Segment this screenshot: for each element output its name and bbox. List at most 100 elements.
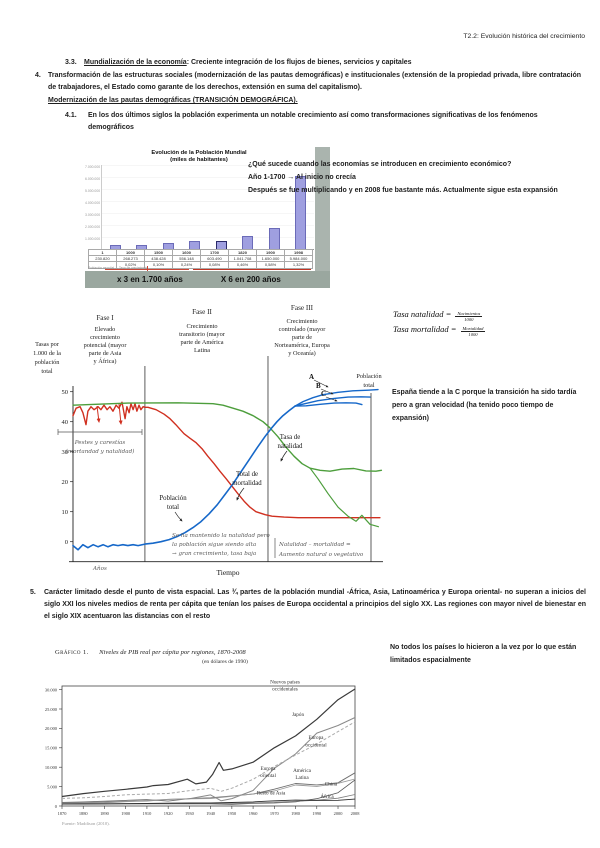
gdp-label-rest-of-asia: Resto de Asia — [257, 791, 286, 797]
transition-y-axis-label: población — [35, 359, 61, 366]
gdp-label-new-western: occidentales — [272, 687, 298, 693]
gdp-label-western-europe: Europa — [309, 735, 325, 741]
population-bar-column — [157, 165, 179, 249]
population-chart-title: Evolución de la Población Mundial (miles… — [85, 150, 313, 164]
natality-formula-lhs: Tasa natalidad = — [393, 309, 452, 319]
transition-y-axis-label: 1.000 de la — [33, 350, 61, 357]
phase-2-title: Fase II — [192, 308, 212, 316]
phase-3-desc: y Oceanía) — [288, 350, 315, 357]
gdp-plot-lines: 0 5.000 10.000 15.000 20.000 25.000 30.000 1870… — [45, 687, 360, 816]
phase-3-desc: Norteamérica, Europa — [274, 342, 330, 349]
svg-text:1930: 1930 — [185, 811, 195, 816]
phase-1-desc: parte de Asia — [89, 350, 122, 357]
svg-text:1980: 1980 — [291, 811, 301, 816]
outline-item-41-text: En los dos últimos siglos la población e… — [88, 112, 538, 131]
outline-item-4-body: Transformación de las estructuras social… — [48, 70, 581, 107]
svg-text:1960: 1960 — [249, 811, 259, 816]
growth-note-line-2: Año 1-1700 → Al inicio no crecía — [248, 174, 356, 181]
gdp-label-western-europe: occidental — [305, 743, 327, 749]
gdp-label-africa: África — [320, 792, 334, 800]
branch-b-label: B — [316, 382, 321, 390]
population-label-arrow — [174, 511, 183, 522]
population-right-axis-label: total — [363, 382, 374, 389]
population-table-cell: 0,08% — [200, 261, 229, 269]
population-y-tick: 2.000.000 — [85, 225, 101, 229]
outline-item-4: 4. Transformación de las estructuras soc… — [35, 70, 581, 107]
gdp-label-eastern-europe: oriental — [260, 773, 276, 779]
population-curve-label: total — [167, 504, 179, 511]
population-table: 1 1000 1500 1600 1700 1820 1900 1998 230.820 268.… — [88, 248, 313, 269]
natality-formula: Tasa natalidad = Nacimientos 1000 — [393, 309, 483, 322]
gdp-source-note: Fuente: Maddison (2010). — [62, 821, 110, 826]
svg-text:1910: 1910 — [143, 811, 153, 816]
population-chart-subtitle: (miles de habitantes) — [170, 157, 228, 163]
population-y-axis: 7.000.000 6.000.000 5.000.000 4.000.000 3.00… — [85, 161, 100, 245]
mortality-formula-numerator: Mortalidad — [460, 326, 486, 332]
svg-text:0: 0 — [65, 539, 68, 546]
outline-item-5-number: 5. — [30, 589, 36, 596]
demographic-transition-diagram: 50 40 30 20 10 0 Fase I Elevado crecimiento p… — [33, 304, 383, 577]
mortality-curve-label: mortalidad — [232, 480, 262, 487]
hand-note-crises: (mortandad y natalidad) — [66, 448, 135, 455]
natality-curve-label: Tasa de — [280, 434, 300, 441]
population-bar — [215, 240, 227, 249]
mortality-formula: Tasa mortalidad = Mortalidad 1000 — [393, 324, 486, 337]
svg-text:30: 30 — [62, 449, 69, 456]
population-bar-column — [290, 165, 312, 249]
population-bar-column — [210, 165, 232, 249]
population-bar — [136, 244, 148, 249]
gdp-plot-frame — [61, 685, 356, 807]
hand-bracket — [57, 429, 143, 435]
outline-item-33: 3.3. Mundialización de la economía: Crec… — [65, 57, 580, 69]
phase-3-desc: parte de — [292, 334, 312, 341]
gdp-label-latin-america: Latina — [295, 775, 309, 781]
branch-c-arrow — [325, 396, 338, 402]
mortality-label-arrow — [236, 487, 245, 501]
svg-text:20: 20 — [62, 479, 69, 486]
natality-formula-denominator: 1000 — [464, 317, 474, 322]
gdp-label-china: China — [325, 782, 338, 788]
demographic-transition-subheading: Modernización de las pautas demográficas… — [48, 97, 298, 105]
outline-item-41: 4.1. En los dos últimos siglos la poblac… — [65, 110, 580, 134]
population-bar — [189, 241, 201, 249]
branch-a-arrow — [313, 379, 329, 388]
natality-curve-label: natalidad — [278, 443, 304, 450]
svg-text:1950: 1950 — [227, 811, 237, 816]
phase-1-desc: crecimiento — [90, 334, 120, 341]
population-table-cell: 0,24% — [172, 261, 201, 269]
hand-note-natality: Se ha mantenido la natalidad pero — [172, 533, 270, 539]
gdp-label-eastern-europe: Europa — [261, 766, 277, 772]
transition-x-axis-label: Tiempo — [216, 568, 239, 577]
growth-note-line-1: ¿Qué sucede cuando las economías se intr… — [248, 161, 512, 168]
outline-item-5-text: Carácter limitado desde el punto de vist… — [44, 589, 586, 620]
phase-2-desc: Latina — [194, 347, 210, 354]
growth-question-note: ¿Qué sucede cuando las economías se intr… — [248, 158, 596, 197]
gdp-caption-title: Niveles de PIB real per cápita por regio… — [99, 649, 246, 656]
phase-1-desc: Elevado — [95, 326, 116, 333]
population-bar-column — [104, 165, 126, 249]
mortality-formula-denominator: 1000 — [468, 332, 478, 337]
svg-text:10.000: 10.000 — [45, 765, 58, 770]
svg-text:1900: 1900 — [121, 811, 131, 816]
population-bar-column — [263, 165, 285, 249]
svg-text:2000: 2000 — [334, 811, 344, 816]
gdp-label-latin-america: América — [293, 768, 312, 774]
spain-transition-note: España tiende a la C porque la transició… — [392, 389, 577, 422]
outline-item-4-text: Transformación de las estructuras social… — [48, 72, 581, 91]
population-curve-label: Población — [159, 495, 187, 502]
svg-text:10: 10 — [62, 509, 69, 516]
outline-item-33-text: Mundialización de la economía: Creciente… — [84, 57, 412, 69]
population-figure-side-band — [315, 147, 330, 288]
population-bar-column — [237, 165, 259, 249]
transition-y-axis-label: Tasas por — [35, 341, 60, 348]
page-header-title: T2.2: Evolución histórica del crecimient… — [463, 33, 585, 40]
svg-text:1870: 1870 — [58, 811, 68, 816]
phase-3-title: Fase III — [291, 304, 314, 312]
population-table-cell: 0,10% — [144, 261, 173, 269]
outline-item-33-label: Mundialización de la economía — [84, 59, 187, 66]
svg-text:40: 40 — [62, 419, 69, 426]
natality-formula-fraction: Nacimientos 1000 — [455, 311, 483, 322]
gdp-figure-caption: Gráfico 1. Niveles de PIB real per cápit… — [55, 641, 375, 665]
hand-note-natality: → gran crecimiento, tasa baja — [172, 551, 256, 557]
